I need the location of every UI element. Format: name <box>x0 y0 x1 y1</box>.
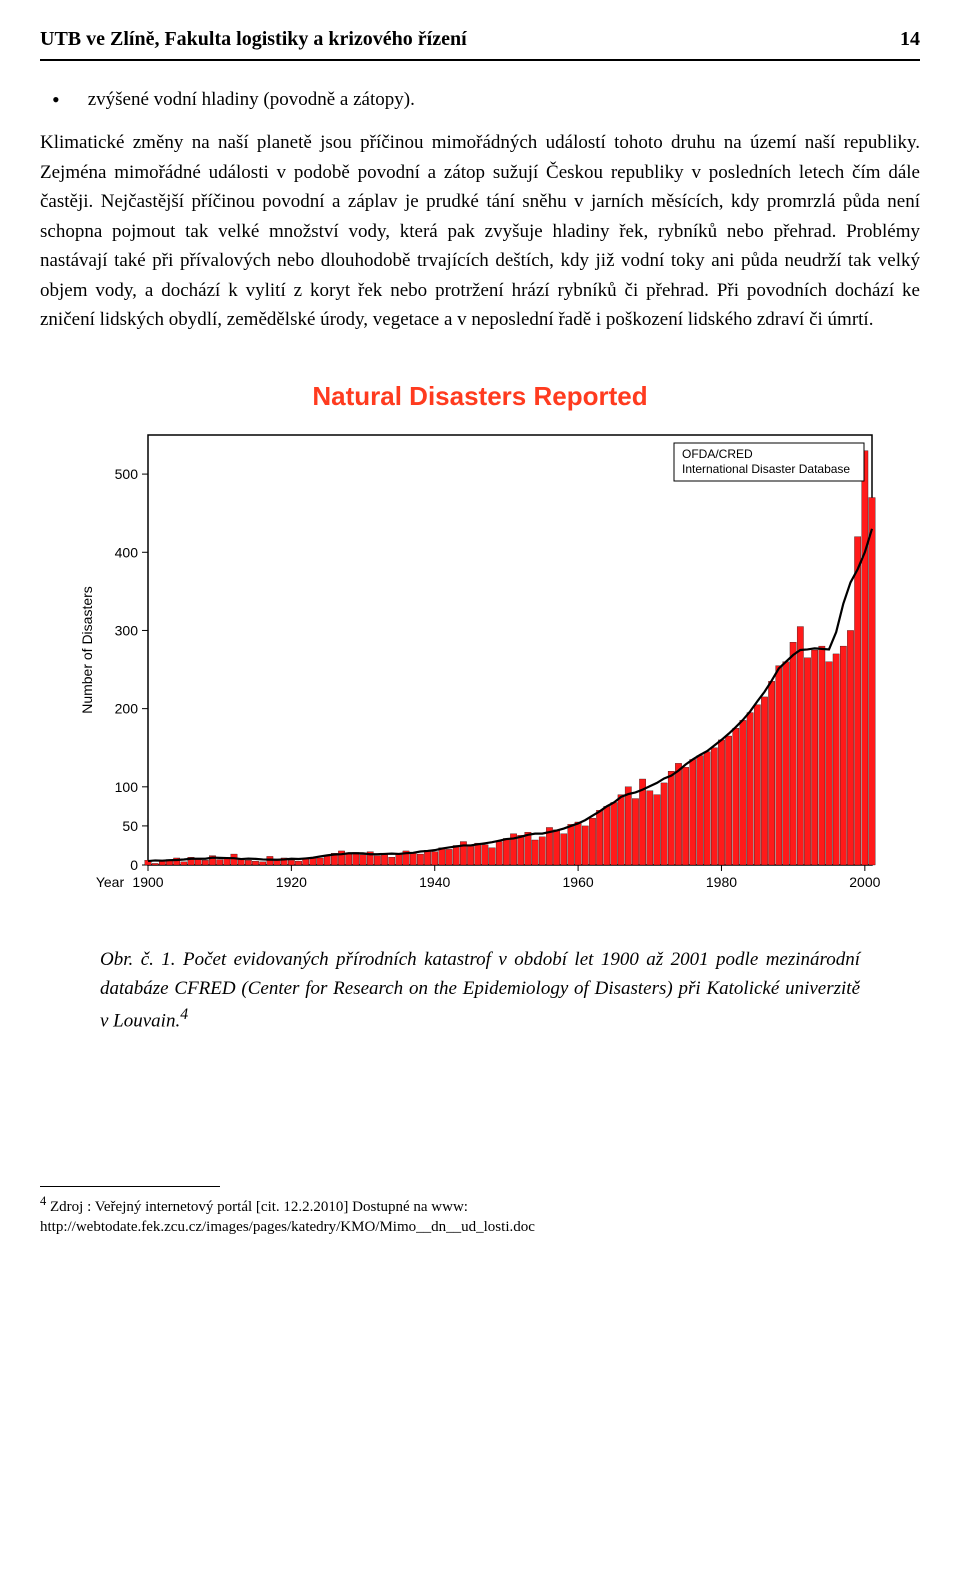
bullet-item: • zvýšené vodní hladiny (povodně a zátop… <box>40 85 920 114</box>
body-paragraph: Klimatické změny na naší planetě jsou př… <box>40 128 920 334</box>
footnote: 4 Zdroj : Veřejný internetový portál [ci… <box>40 1193 920 1238</box>
svg-text:100: 100 <box>115 778 139 794</box>
svg-text:300: 300 <box>115 622 139 638</box>
svg-text:1980: 1980 <box>706 874 737 890</box>
svg-text:2000: 2000 <box>849 874 880 890</box>
svg-text:400: 400 <box>115 544 139 560</box>
svg-text:Year: Year <box>96 874 125 890</box>
svg-text:1940: 1940 <box>419 874 450 890</box>
caption-body: Počet evidovaných přírodních katastrof v… <box>100 949 860 1032</box>
svg-text:200: 200 <box>115 700 139 716</box>
svg-text:Number of Disasters: Number of Disasters <box>79 586 95 714</box>
chart-svg: Natural Disasters Reported 0 50 100 200 300 40… <box>70 375 890 915</box>
svg-text:1960: 1960 <box>563 874 594 890</box>
figure-caption: Obr. č. 1. Počet evidovaných přírodních … <box>100 945 860 1037</box>
bullet-glyph: • <box>52 89 60 111</box>
svg-text:1920: 1920 <box>276 874 307 890</box>
bullet-text: zvýšené vodní hladiny (povodně a zátopy)… <box>88 85 415 114</box>
caption-footnote-marker: 4 <box>180 1006 188 1023</box>
svg-text:International Disaster Databas: International Disaster Database <box>682 462 850 476</box>
running-header: UTB ve Zlíně, Fakulta logistiky a krizov… <box>40 24 920 61</box>
svg-text:500: 500 <box>115 466 139 482</box>
svg-text:50: 50 <box>122 817 138 833</box>
header-title: UTB ve Zlíně, Fakulta logistiky a krizov… <box>40 24 467 55</box>
footnote-text: Zdroj : Veřejný internetový portál [cit.… <box>50 1199 468 1215</box>
footnote-separator <box>40 1186 220 1187</box>
svg-text:Natural Disasters Reported: Natural Disasters Reported <box>312 381 647 411</box>
disasters-chart: Natural Disasters Reported 0 50 100 200 300 40… <box>40 375 920 915</box>
svg-text:OFDA/CRED: OFDA/CRED <box>682 447 753 461</box>
caption-prefix: Obr. č. 1. <box>100 949 183 970</box>
footnote-marker: 4 <box>40 1194 46 1208</box>
footnote-url: http://webtodate.fek.zcu.cz/images/pages… <box>40 1219 535 1235</box>
header-page-number: 14 <box>900 24 920 55</box>
svg-text:1900: 1900 <box>132 874 163 890</box>
svg-text:0: 0 <box>130 857 138 873</box>
